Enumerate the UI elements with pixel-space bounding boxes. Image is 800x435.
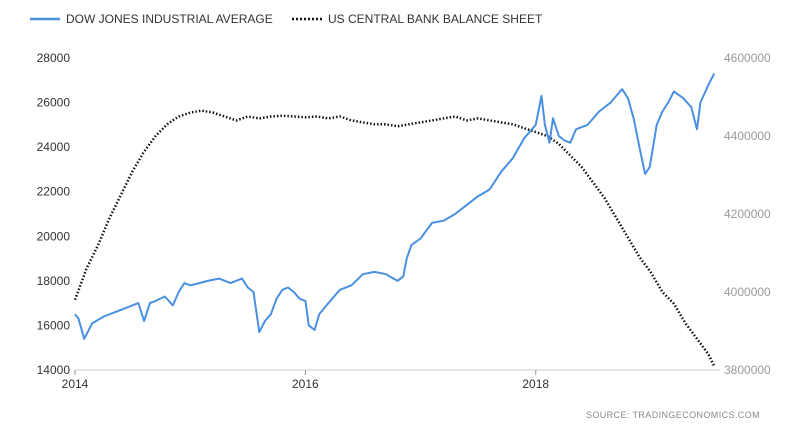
left-tick-label: 18000 [37,274,71,288]
right-axis: 3800000 4000000 4200000 4400000 4600000 [724,51,771,377]
right-tick-label: 4000000 [724,285,771,299]
left-tick-label: 16000 [37,318,71,332]
left-axis: 14000 16000 18000 20000 22000 24000 26000 28000 [37,51,71,377]
x-axis: 2014 2016 2018 [62,370,549,391]
left-tick-label: 20000 [37,229,71,243]
series-line-dow-jones [74,73,716,340]
right-tick-label: 4400000 [724,129,771,143]
x-tick-label: 2014 [62,377,89,391]
x-tick-label: 2016 [292,377,319,391]
source-label: SOURCE: TRADINGECONOMICS.COM [586,410,760,420]
legend-label-balance: US CENTRAL BANK BALANCE SHEET [328,12,543,26]
legend-label-dow: DOW JONES INDUSTRIAL AVERAGE [66,12,273,26]
left-tick-label: 26000 [37,96,71,110]
right-tick-label: 4600000 [724,51,771,65]
left-tick-label: 14000 [37,363,71,377]
left-tick-label: 28000 [37,51,71,65]
left-tick-label: 22000 [37,185,71,199]
legend: DOW JONES INDUSTRIAL AVERAGE US CENTRAL … [30,12,543,26]
series-line-balance-sheet [73,109,716,367]
x-tick-label: 2018 [522,377,549,391]
right-tick-label: 3800000 [724,363,771,377]
right-tick-label: 4200000 [724,207,771,221]
left-tick-label: 24000 [37,140,71,154]
